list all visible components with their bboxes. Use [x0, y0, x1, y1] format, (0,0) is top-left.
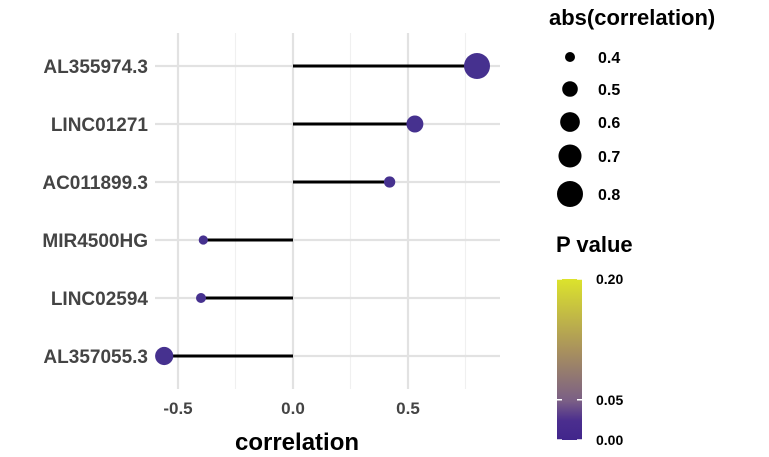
- size-legend-label: 0.6: [598, 115, 620, 132]
- lollipop-point: [383, 176, 396, 188]
- size-legend-label: 0.8: [598, 187, 620, 204]
- x-tick-label: 0.5: [396, 399, 420, 418]
- pvalue-legend: P value 0.20 0.05 0.00: [556, 232, 633, 448]
- y-tick-label: LINC01271: [51, 115, 149, 136]
- size-legend: abs(correlation) 0.4 0.5 0.6 0.7 0.8: [549, 5, 715, 207]
- colorbar-label: 0.20: [596, 271, 623, 287]
- colorbar-label: 0.05: [596, 392, 623, 408]
- size-legend-label: 0.5: [598, 82, 620, 99]
- lollipop-point: [406, 115, 424, 133]
- y-tick-label: AL355974.3: [43, 57, 148, 78]
- x-axis-ticks: -0.5 0.0 0.5: [163, 399, 419, 418]
- size-legend-key: [562, 81, 578, 97]
- plot-grid: [155, 33, 500, 389]
- size-legend-key: [560, 112, 580, 132]
- x-tick-label: 0.0: [281, 399, 305, 418]
- y-axis-ticks: AL355974.3 LINC01271 AC011899.3 MIR4500HG LI…: [42, 57, 148, 368]
- lollipop-point: [155, 346, 174, 366]
- y-tick-label: MIR4500HG: [42, 231, 148, 252]
- lollipop-points: [155, 53, 490, 366]
- y-tick-label: LINC02594: [51, 289, 149, 310]
- size-legend-key: [565, 52, 575, 62]
- x-axis-title: correlation: [235, 429, 359, 456]
- x-tick-label: -0.5: [163, 399, 192, 418]
- pvalue-legend-title: P value: [556, 232, 633, 257]
- lollipop-point: [196, 293, 206, 303]
- lollipop-point: [198, 235, 208, 245]
- pvalue-colorbar: [557, 279, 582, 440]
- size-legend-label: 0.4: [598, 50, 620, 67]
- y-tick-label: AC011899.3: [42, 173, 148, 194]
- size-legend-label: 0.7: [598, 149, 620, 166]
- lollipop-point: [464, 53, 490, 79]
- y-tick-label: AL357055.3: [43, 347, 148, 368]
- lollipop-stems: [164, 64, 477, 358]
- size-legend-key: [558, 144, 582, 168]
- size-legend-key: [557, 181, 583, 207]
- size-legend-title: abs(correlation): [549, 5, 715, 30]
- colorbar-label: 0.00: [596, 432, 623, 448]
